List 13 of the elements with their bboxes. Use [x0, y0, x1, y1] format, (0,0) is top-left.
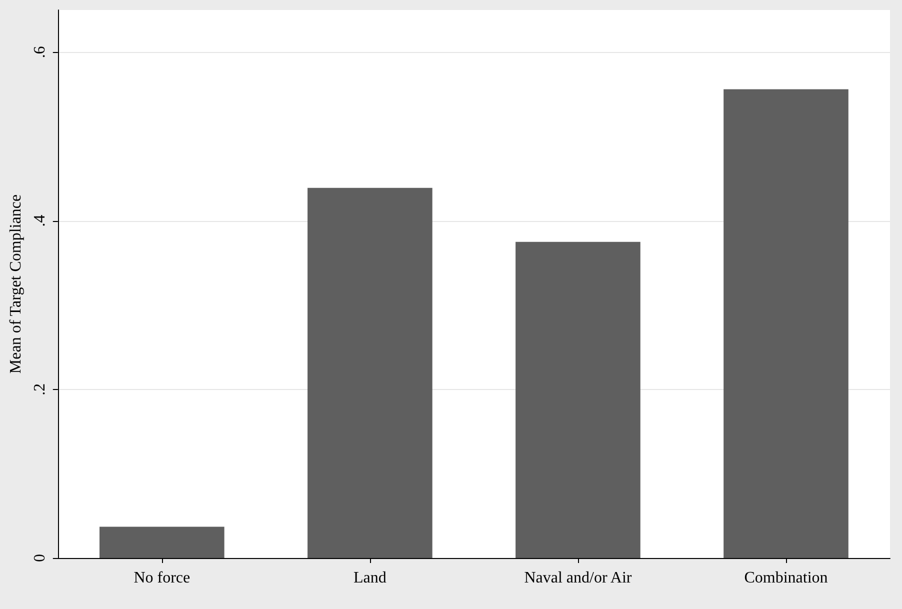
y-tick-label: 0 — [31, 554, 48, 562]
x-tick-label: No force — [134, 570, 190, 586]
bar — [724, 89, 848, 558]
x-tick-label: Naval and/or Air — [524, 570, 632, 586]
y-axis-title: Mean of Target Compliance — [8, 194, 24, 374]
y-tick-label: .6 — [31, 46, 48, 58]
bar — [100, 526, 224, 558]
y-tick-label: .2 — [31, 383, 48, 396]
x-tick-label: Land — [354, 570, 386, 586]
y-tick-label: .4 — [31, 214, 48, 227]
x-tick-label: Combination — [744, 570, 828, 586]
bar — [308, 188, 432, 558]
bar — [516, 242, 640, 558]
